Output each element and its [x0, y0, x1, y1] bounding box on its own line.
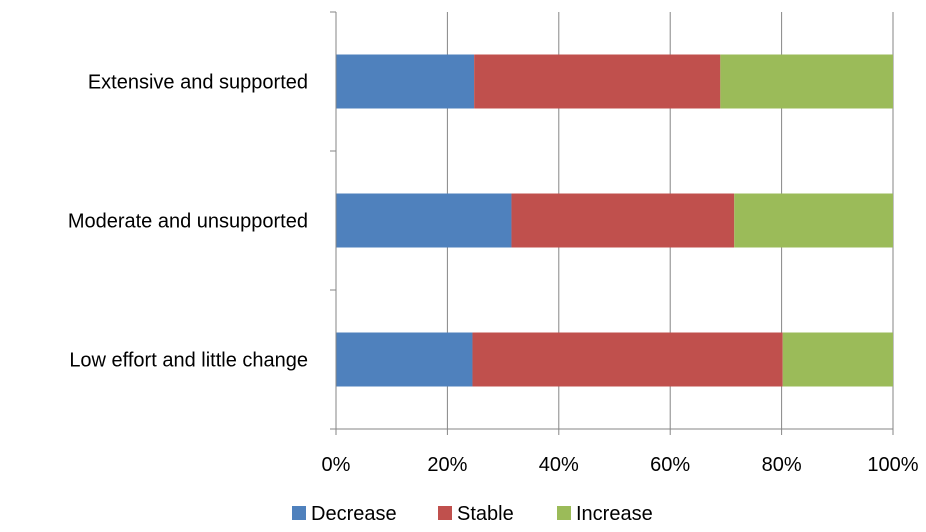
bar-increase-1	[734, 193, 893, 248]
legend-swatch-decrease	[292, 506, 306, 520]
x-tick-label: 0%	[322, 454, 351, 476]
x-tick-label: 80%	[762, 454, 802, 476]
legend: Decrease Stable Increase	[292, 503, 653, 525]
category-label: Moderate and unsupported	[68, 211, 308, 233]
bar-stable-1	[511, 193, 735, 248]
x-tick-label: 40%	[539, 454, 579, 476]
legend-label-increase: Increase	[576, 503, 653, 525]
bar-decrease-1	[336, 193, 512, 248]
legend-swatch-increase	[557, 506, 571, 520]
category-labels: Extensive and supported Moderate and unsu…	[68, 72, 308, 372]
x-tick-label: 20%	[427, 454, 467, 476]
bar-stable-2	[472, 332, 783, 387]
category-label: Low effort and little change	[69, 350, 308, 372]
bar-decrease-0	[336, 54, 475, 109]
bar-stable-0	[474, 54, 721, 109]
x-tick-label: 100%	[867, 454, 918, 476]
x-tick-label: 60%	[650, 454, 690, 476]
bar-decrease-2	[336, 332, 473, 387]
bars	[336, 54, 893, 387]
axes	[330, 11, 894, 435]
x-tick-labels: 0% 20% 40% 60% 80% 100%	[322, 454, 919, 476]
bar-increase-0	[720, 54, 893, 109]
category-label: Extensive and supported	[88, 72, 308, 94]
legend-label-decrease: Decrease	[311, 503, 397, 525]
bar-increase-2	[782, 332, 893, 387]
legend-swatch-stable	[438, 506, 452, 520]
legend-label-stable: Stable	[457, 503, 514, 525]
